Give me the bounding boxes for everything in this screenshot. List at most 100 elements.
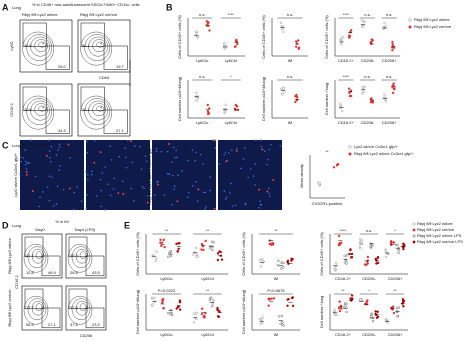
- dot: [376, 255, 380, 259]
- gate-value: 55.5: [26, 322, 35, 327]
- nucleus: [113, 177, 116, 180]
- dot: [192, 321, 196, 324]
- dot: [192, 253, 195, 256]
- dot: [402, 304, 405, 308]
- nucleus: [214, 147, 217, 149]
- micrograph: [20, 140, 84, 210]
- dot: [286, 304, 289, 307]
- gate-value: 37.5: [70, 322, 79, 327]
- dot: [201, 245, 205, 248]
- dot: [345, 310, 348, 314]
- dot: [235, 40, 239, 43]
- nucleus: [167, 173, 169, 175]
- x-tick-label: CD206+: [388, 332, 403, 337]
- dot: [210, 296, 213, 299]
- contour: [23, 295, 49, 325]
- dot: [195, 317, 198, 321]
- nucleus: [255, 139, 257, 142]
- axis-label: CD16.2: [14, 274, 19, 288]
- dot: [362, 85, 365, 89]
- y-axis-label: Cell number (x10^4/lung): [261, 76, 266, 121]
- dot: [347, 87, 351, 90]
- cell-gfp: [130, 140, 133, 143]
- contour: [38, 41, 47, 48]
- dot: [392, 305, 395, 308]
- contour: [100, 42, 102, 45]
- contour: [23, 243, 49, 273]
- nucleus: [160, 150, 163, 153]
- dot: [366, 262, 369, 265]
- nucleus: [176, 156, 178, 159]
- dot: [397, 249, 400, 252]
- legend-label: Rbpj fl/fl Lyz2 cre/cre LPS: [417, 239, 463, 244]
- dot: [223, 42, 226, 45]
- gate: [68, 288, 88, 310]
- dot: [267, 304, 270, 307]
- x-tick-label: CD206+: [388, 276, 403, 281]
- dot: [335, 264, 338, 268]
- gate-value: 44.3: [58, 128, 67, 133]
- cell-gfp: [261, 148, 264, 151]
- nucleus: [48, 139, 51, 142]
- dot: [345, 260, 348, 264]
- significance: **: [393, 288, 397, 293]
- nucleus: [73, 191, 76, 194]
- dot: [206, 103, 209, 107]
- dot: [207, 21, 210, 24]
- x-tick-label: CD206-: [362, 332, 376, 337]
- nucleus: [187, 159, 189, 162]
- nucleus: [247, 176, 249, 179]
- dot: [281, 27, 284, 31]
- nucleus: [96, 194, 98, 197]
- legend-marker: [412, 240, 416, 244]
- dot: [339, 102, 342, 106]
- dot: [169, 250, 173, 253]
- nucleus: [55, 154, 58, 156]
- dot: [280, 87, 283, 91]
- dot: [155, 257, 158, 260]
- nucleus: [186, 196, 189, 198]
- dot: [348, 252, 351, 256]
- gate-value: 12.1: [82, 107, 91, 112]
- dot: [340, 109, 344, 113]
- nucleus: [229, 192, 231, 194]
- axis-label: CD16.2: [9, 102, 14, 116]
- nucleus: [118, 155, 121, 158]
- nucleus: [93, 140, 96, 142]
- cell-gfp: [167, 143, 170, 146]
- panel-label: C: [2, 140, 9, 150]
- dot: [175, 242, 178, 245]
- nucleus: [163, 194, 166, 197]
- dot: [261, 259, 265, 263]
- x-tick-label: Ly6Clo: [160, 332, 173, 337]
- nucleus: [147, 195, 149, 197]
- dot: [195, 32, 198, 35]
- nucleus: [39, 196, 41, 198]
- dot: [233, 107, 237, 110]
- panel-label: D: [2, 220, 9, 230]
- dot: [178, 299, 182, 302]
- contour: [80, 95, 112, 130]
- dot: [210, 304, 214, 308]
- significance: **: [274, 228, 278, 233]
- dot: [176, 250, 179, 253]
- y-axis-label: Cell number (x10^4/lung): [241, 289, 246, 334]
- dot: [332, 166, 336, 169]
- nucleus: [177, 174, 179, 176]
- dot: [283, 90, 286, 93]
- nucleus: [231, 205, 234, 207]
- dot: [259, 322, 262, 325]
- dot: [281, 321, 284, 324]
- nucleus: [85, 170, 87, 173]
- nucleus: [59, 165, 62, 167]
- legend-label: Rbpj fl/fl Lyz2 wt/cre Cx3cr1 gfp/+: [354, 151, 414, 156]
- dot: [203, 314, 206, 317]
- nucleus: [203, 191, 205, 194]
- dot: [349, 31, 352, 34]
- dot: [375, 262, 378, 265]
- nucleus: [62, 188, 65, 191]
- cell-gfp: [146, 201, 149, 204]
- contour: [100, 106, 102, 109]
- dot: [259, 318, 263, 321]
- dot: [391, 43, 394, 46]
